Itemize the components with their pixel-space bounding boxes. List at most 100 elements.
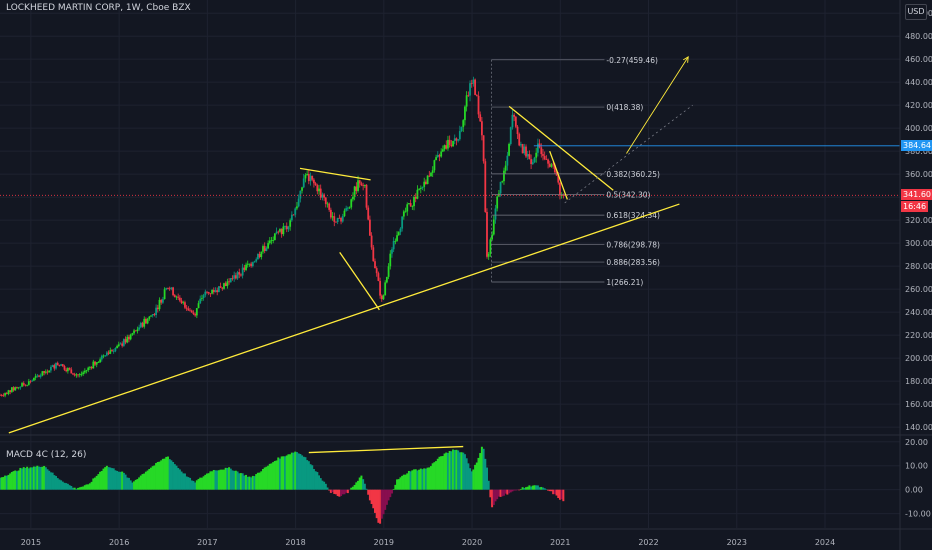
macd-bar xyxy=(289,454,292,490)
candle-body xyxy=(97,362,100,363)
macd-bar xyxy=(463,454,466,490)
macd-bar xyxy=(377,489,380,523)
candle-body xyxy=(21,383,23,387)
candle-body xyxy=(217,286,220,293)
candle-body xyxy=(436,155,439,158)
macd-bar xyxy=(475,462,478,490)
macd-bar xyxy=(234,470,237,490)
macd-tick-label: 0.00 xyxy=(905,486,923,495)
fib-level-label: 0.382(360.25) xyxy=(606,170,660,179)
candle-body xyxy=(509,127,512,144)
macd-bar xyxy=(489,489,492,498)
candle-body xyxy=(343,210,346,217)
time-tick-label: 2023 xyxy=(727,538,747,547)
macd-bar xyxy=(290,452,293,490)
macd-bar xyxy=(413,469,416,490)
candle-body xyxy=(536,143,539,153)
macd-bar xyxy=(538,487,541,490)
macd-bar xyxy=(263,467,266,490)
fib-level-label: 0.786(298.78) xyxy=(606,241,660,250)
macd-bar xyxy=(190,480,193,490)
candle-body xyxy=(190,310,193,313)
candle-body xyxy=(263,246,266,252)
candle-body xyxy=(250,263,253,267)
macd-bar xyxy=(428,467,431,490)
candle-body xyxy=(187,308,190,311)
currency-button[interactable]: USD xyxy=(905,4,927,20)
candle-body xyxy=(299,190,302,199)
candle-body xyxy=(202,295,205,298)
macd-bar xyxy=(470,471,473,490)
candle-body xyxy=(161,299,164,303)
macd-bar xyxy=(119,471,122,490)
macd-bar xyxy=(394,484,397,490)
candle-body xyxy=(304,175,307,179)
trendline xyxy=(549,150,568,200)
macd-bar xyxy=(7,474,10,490)
candle-body xyxy=(216,290,219,293)
fibonacci-retracement[interactable]: -0.27(459.46) 0(418.38) 0.382(360.25) 0.5(3… xyxy=(491,56,660,287)
candle-body xyxy=(178,297,181,301)
candle-body xyxy=(329,209,332,218)
candle-body xyxy=(523,146,526,154)
candle-body xyxy=(136,329,139,332)
macd-bar xyxy=(341,489,344,495)
macd-bar xyxy=(251,475,254,490)
macd-bar xyxy=(260,471,263,490)
macd-bar xyxy=(396,479,399,490)
macd-bar xyxy=(226,468,229,490)
candle-body xyxy=(528,154,531,160)
macd-bar xyxy=(121,471,124,490)
candle-body xyxy=(194,314,197,316)
price-tick-label: 260.00 xyxy=(905,285,932,294)
price-tick-label: 180.00 xyxy=(905,377,932,386)
candle-body xyxy=(414,197,417,199)
candle-body xyxy=(520,144,522,146)
macd-bar xyxy=(75,488,78,490)
macd-bar xyxy=(78,487,81,490)
macd-bar xyxy=(506,489,509,495)
trend-drawings[interactable] xyxy=(8,57,693,434)
candle-body xyxy=(341,216,344,222)
macd-bar xyxy=(295,452,298,490)
macd-bar xyxy=(70,485,73,490)
indicator-label[interactable]: MACD 4C (12, 26) xyxy=(6,450,87,460)
candle-body xyxy=(139,322,142,328)
macd-bar xyxy=(528,485,531,490)
macd-bar xyxy=(450,451,453,490)
macd-bar xyxy=(294,451,297,490)
candle-body xyxy=(122,339,125,346)
candle-body xyxy=(513,114,516,117)
candle-body xyxy=(173,295,176,298)
candle-body xyxy=(44,371,47,373)
candle-body xyxy=(39,375,42,377)
candle-body xyxy=(430,172,432,177)
macd-bar xyxy=(426,467,429,490)
macd-bar xyxy=(401,475,404,490)
price-tick-label: 300.00 xyxy=(905,239,932,248)
candle-body xyxy=(492,219,495,235)
macd-bar xyxy=(314,471,317,490)
candle-body xyxy=(477,95,480,115)
candle-body xyxy=(56,362,59,366)
candle-body xyxy=(90,367,93,369)
candle-body xyxy=(431,170,434,173)
candle-body xyxy=(443,145,446,150)
macd-bar xyxy=(419,468,422,490)
candle-body xyxy=(462,120,465,128)
macd-bar xyxy=(328,489,331,491)
macd-bar xyxy=(282,456,285,490)
candle-body xyxy=(151,314,154,316)
price-tick-label: 460.00 xyxy=(905,55,932,64)
candle-body xyxy=(240,274,242,276)
macd-bar xyxy=(165,456,168,490)
macd-bar xyxy=(307,461,310,490)
macd-bar xyxy=(545,489,548,490)
macd-bar xyxy=(340,489,343,496)
candle-body xyxy=(61,364,64,367)
candle-body xyxy=(241,267,244,276)
candle-body xyxy=(464,106,466,121)
macd-bar xyxy=(336,489,339,497)
macd-bar xyxy=(270,463,273,490)
